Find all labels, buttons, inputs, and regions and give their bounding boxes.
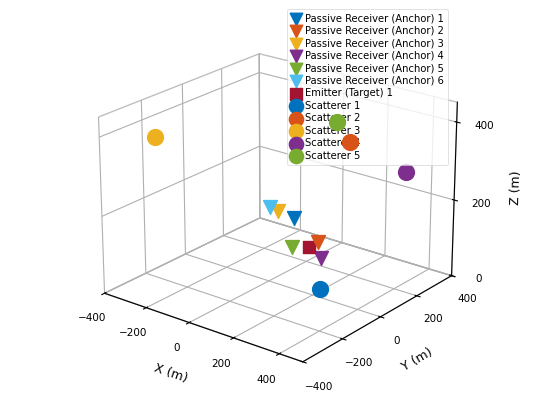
Y-axis label: Y (m): Y (m) bbox=[399, 346, 435, 374]
Legend: Passive Receiver (Anchor) 1, Passive Receiver (Anchor) 2, Passive Receiver (Anch: Passive Receiver (Anchor) 1, Passive Rec… bbox=[287, 10, 448, 165]
X-axis label: X (m): X (m) bbox=[152, 362, 189, 385]
